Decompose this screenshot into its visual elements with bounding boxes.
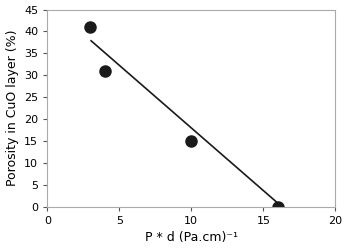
- Point: [275, 205, 280, 209]
- Point: [189, 139, 194, 143]
- X-axis label: P * d (Pa.cm)⁻¹: P * d (Pa.cm)⁻¹: [145, 232, 238, 244]
- Point: [102, 69, 108, 73]
- Point: [88, 25, 93, 29]
- Y-axis label: Porosity in CuO layer (%): Porosity in CuO layer (%): [6, 30, 18, 186]
